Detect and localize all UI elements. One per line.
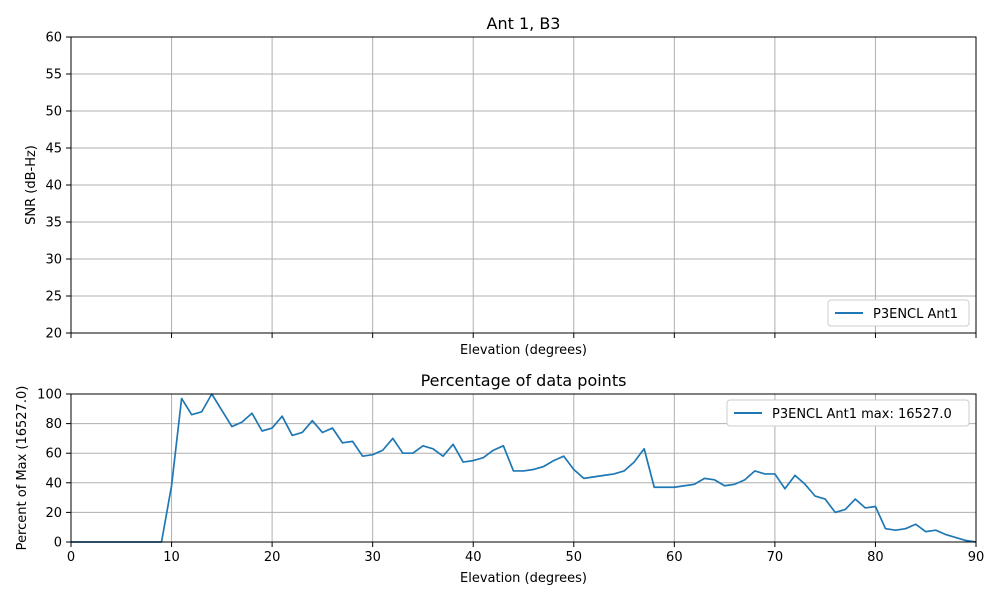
- snr-legend: P3ENCL Ant1: [827, 299, 970, 327]
- percentage-y-ticks: 0 20 40 60 80 100: [37, 388, 71, 551]
- percentage-legend-box: [726, 399, 970, 427]
- percentage-x-tick-label: 30: [364, 550, 381, 565]
- snr-y-tick-label: 45: [45, 142, 62, 157]
- percentage-series-lines: [71, 393, 977, 543]
- percentage-legend-label: P3ENCL Ant1 max: 16527.0: [772, 407, 952, 422]
- percentage-x-ticks: 0 10 20 30 40 50 60 70 80 90: [67, 542, 984, 565]
- percentage-panel: 0 10 20 30 40 50 60 70 80 90 0 20 40 60 80 100 Percent…: [15, 371, 984, 586]
- percentage-y-tick-label: 100: [37, 388, 62, 403]
- percentage-plot-frame: [70, 393, 977, 543]
- snr-y-ticks: 20 25 30 35 40 45 50 55 60: [45, 31, 71, 342]
- snr-y-tick-label: 60: [45, 31, 62, 46]
- percentage-y-tick-label: 40: [45, 476, 62, 491]
- percentage-x-tick-label: 10: [163, 550, 180, 565]
- percentage-x-tick-label: 80: [867, 550, 884, 565]
- percentage-x-tick-label: 0: [67, 550, 75, 565]
- snr-y-tick-label: 25: [45, 290, 62, 305]
- percentage-x-axis-label: Elevation (degrees): [460, 571, 587, 586]
- percentage-x-tick-label: 60: [666, 550, 683, 565]
- percentage-chart-title: Percentage of data points: [421, 371, 627, 390]
- percentage-legend: P3ENCL Ant1 max: 16527.0: [726, 399, 970, 427]
- percentage-y-tick-label: 0: [54, 536, 62, 551]
- percentage-y-tick-label: 80: [45, 417, 62, 432]
- percentage-x-tick-label: 40: [465, 550, 482, 565]
- percentage-x-tick-label: 90: [968, 550, 985, 565]
- percentage-y-tick-label: 20: [45, 506, 62, 521]
- snr-chart-title: Ant 1, B3: [487, 14, 561, 33]
- snr-legend-label: P3ENCL Ant1: [873, 307, 958, 322]
- snr-x-ticks: [70, 333, 977, 338]
- snr-y-tick-label: 50: [45, 105, 62, 120]
- percentage-x-tick-label: 70: [767, 550, 784, 565]
- snr-panel: 20 25 30 35 40 45 50 55 60 Ant 1, B3 Elevation (…: [24, 14, 977, 358]
- percentage-x-tick-label: 20: [264, 550, 281, 565]
- snr-x-axis-label: Elevation (degrees): [460, 343, 587, 358]
- percentage-y-tick-label: 60: [45, 447, 62, 462]
- percentage-y-axis-label: Percent of Max (16527.0): [15, 386, 30, 551]
- snr-y-tick-label: 40: [45, 179, 62, 194]
- percentage-x-tick-label: 50: [566, 550, 583, 565]
- snr-y-tick-label: 30: [45, 253, 62, 268]
- snr-legend-box: [827, 299, 970, 327]
- snr-y-tick-label: 35: [45, 216, 62, 231]
- percentage-series-line: [71, 393, 977, 543]
- snr-y-axis-label: SNR (dB-Hz): [24, 145, 39, 225]
- snr-y-tick-label: 20: [45, 327, 62, 342]
- snr-y-tick-label: 55: [45, 68, 62, 83]
